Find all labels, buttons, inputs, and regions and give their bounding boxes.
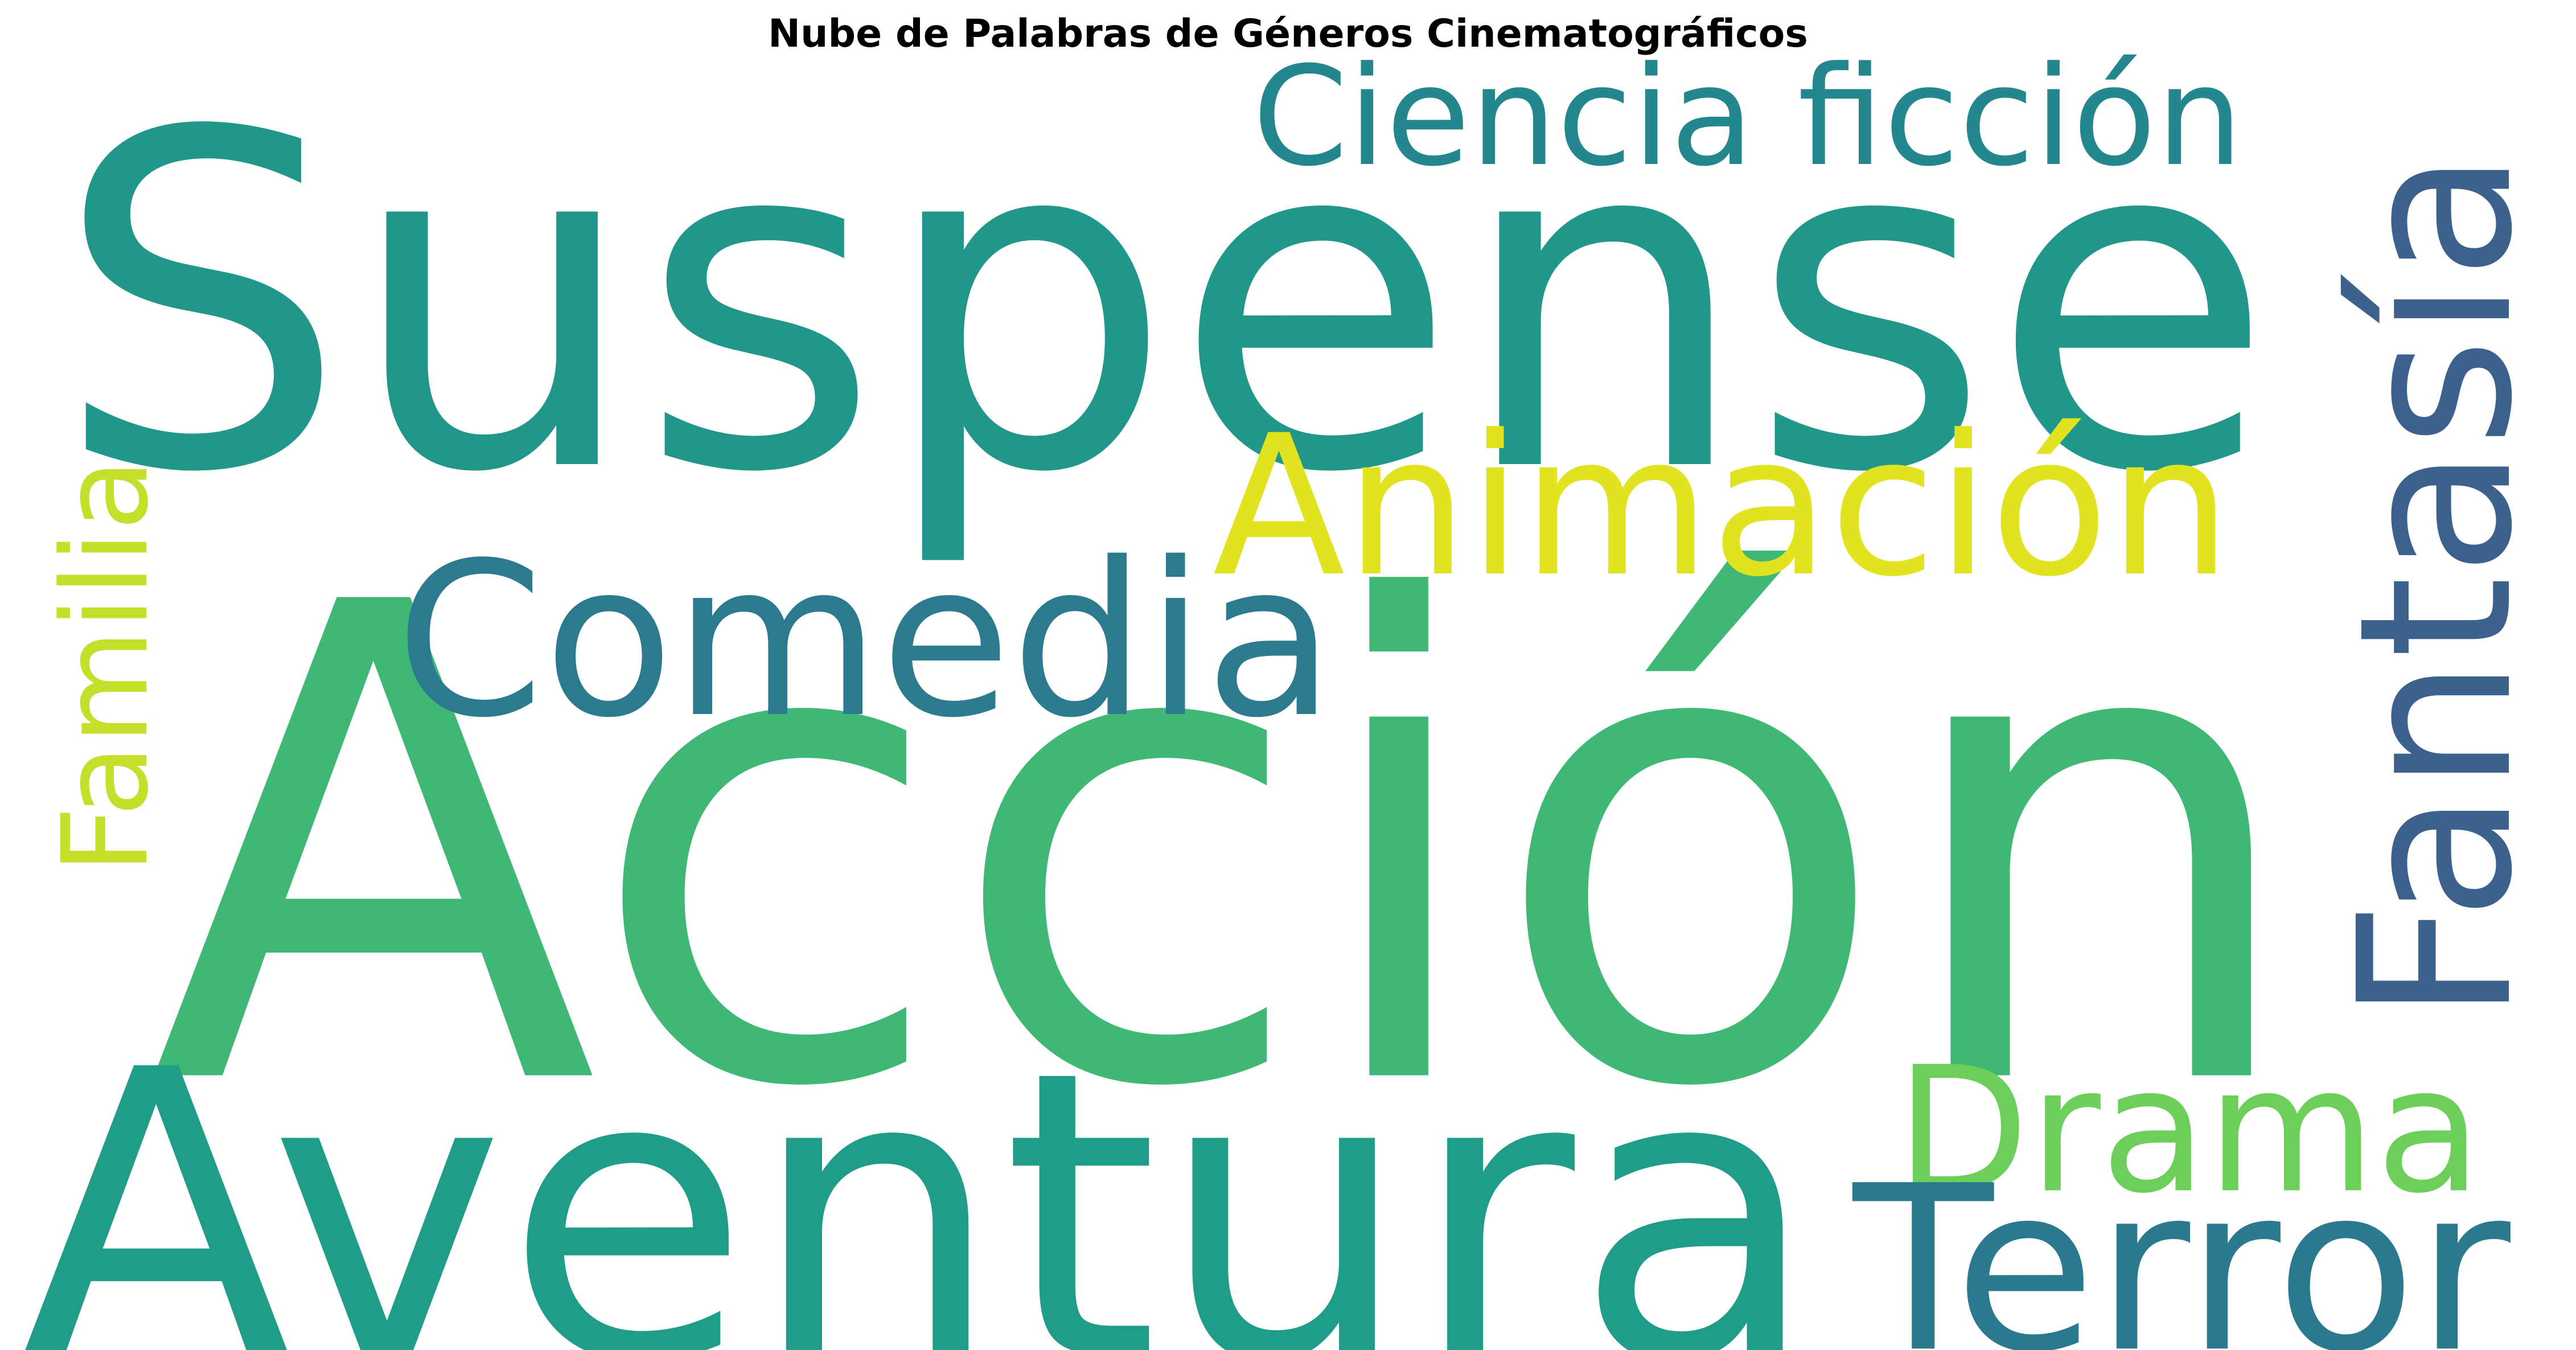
word-aventura: Aventura <box>20 987 1819 1350</box>
chart-title: Nube de Palabras de Géneros Cinematográf… <box>768 11 1808 56</box>
word-accion: Acción <box>149 467 2307 1230</box>
word-fantasia: Fantasía <box>2314 151 2559 1022</box>
word-terror: Terror <box>1850 1137 2513 1350</box>
word-familia: Familia <box>36 458 174 874</box>
word-drama: Drama <box>1896 1029 2482 1232</box>
word-comedia: Comedia <box>396 517 1335 764</box>
word-suspense: Suspense <box>54 36 2274 573</box>
word-animacion: Animación <box>1213 394 2232 619</box>
word-ciencia-ficcion: Ciencia ficción <box>1252 37 2243 196</box>
